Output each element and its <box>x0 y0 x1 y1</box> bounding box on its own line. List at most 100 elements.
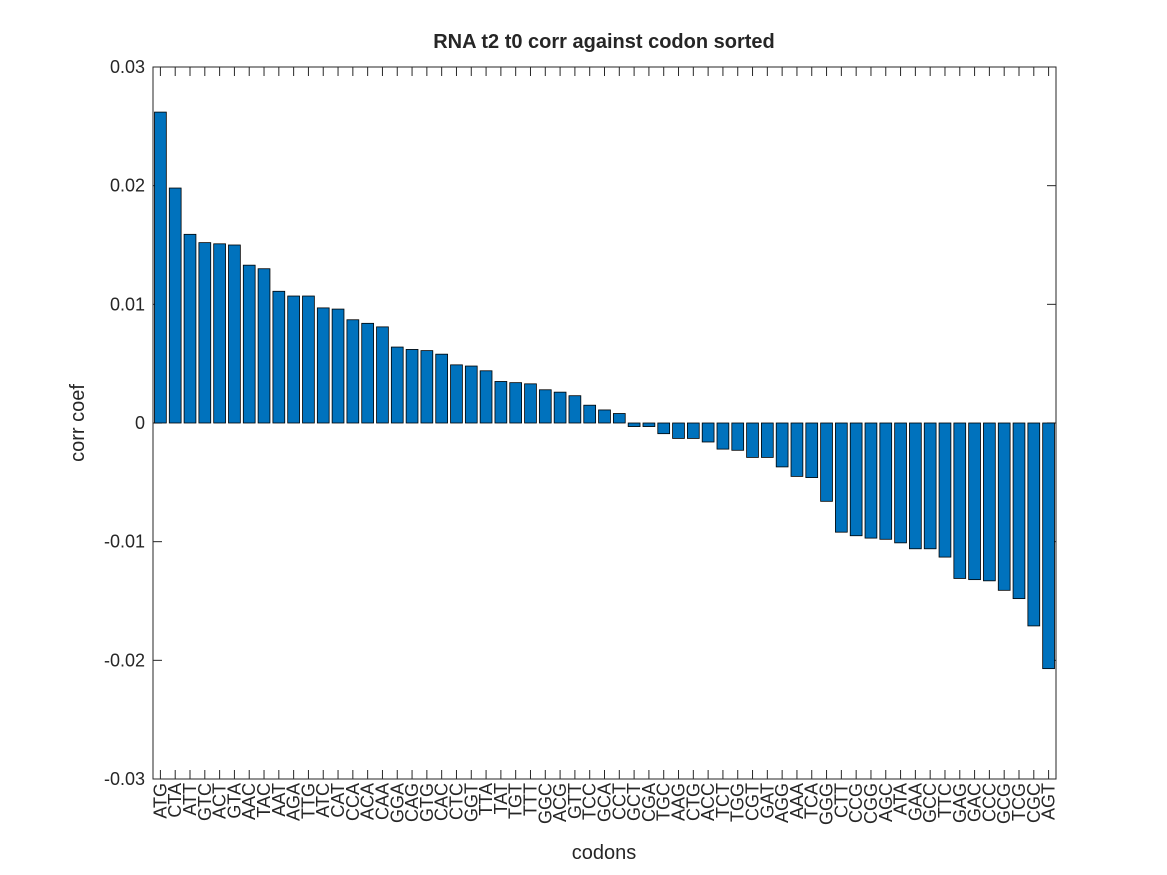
bar <box>198 242 212 424</box>
x-tick-label: GGC <box>535 783 555 824</box>
x-tick-label: CGT <box>743 783 763 821</box>
x-tick-label: TGT <box>506 783 526 819</box>
x-tick-label: GGG <box>817 783 837 825</box>
x-tick-label: TAT <box>491 783 511 814</box>
bar <box>213 243 226 424</box>
bar <box>302 295 315 424</box>
bar <box>701 422 715 443</box>
bar <box>346 319 360 424</box>
bar <box>761 422 774 458</box>
x-tick-label: ACT <box>210 783 230 819</box>
bar <box>923 422 937 550</box>
bar <box>894 422 907 544</box>
x-tick-label: GGA <box>387 783 407 823</box>
bar <box>479 370 493 424</box>
y-tick-label: 0.02 <box>110 176 145 196</box>
x-tick-label: ATA <box>891 783 911 815</box>
bar <box>553 391 567 424</box>
bar <box>405 349 419 424</box>
bar <box>509 382 523 424</box>
bar <box>242 264 256 424</box>
x-tick-label: CGG <box>861 783 881 824</box>
bar <box>805 422 819 478</box>
bar <box>450 364 463 424</box>
x-tick-label: GTA <box>224 783 244 819</box>
y-axis-label: corr coef <box>67 384 89 462</box>
bar <box>790 422 804 477</box>
x-tick-label: CTC <box>446 783 466 820</box>
x-tick-label: GGT <box>461 783 481 822</box>
bar <box>287 295 300 424</box>
bar <box>331 308 345 424</box>
x-tick-label: ACG <box>550 783 570 822</box>
x-tick-label: ATG <box>150 783 170 819</box>
x-tick-label: TCG <box>1009 783 1029 821</box>
bar <box>657 422 671 435</box>
bar <box>627 422 641 427</box>
x-tick-label: AAG <box>669 783 689 821</box>
bar <box>435 353 448 424</box>
x-tick-label: TCA <box>802 783 822 819</box>
y-tick-label: -0.03 <box>104 769 145 789</box>
bar <box>494 381 508 424</box>
x-tick-label: AGG <box>772 783 792 823</box>
x-tick-label: TGC <box>654 783 674 821</box>
x-tick-label: CCC <box>979 783 999 822</box>
bar <box>1012 422 1026 600</box>
bar <box>909 422 922 550</box>
x-tick-label: GCG <box>994 783 1014 824</box>
bar <box>257 268 271 424</box>
x-tick-label: AGC <box>876 783 896 822</box>
x-tick-label: CCT <box>609 783 629 820</box>
bar <box>820 422 833 502</box>
y-tick-label: 0 <box>135 413 145 433</box>
bar <box>1042 422 1055 670</box>
bar <box>272 290 286 424</box>
bar <box>775 422 789 468</box>
bar <box>642 422 656 427</box>
bar <box>672 422 685 439</box>
bar <box>968 422 981 581</box>
x-tick-label: GAA <box>905 783 925 821</box>
x-axis-label: codons <box>572 842 637 864</box>
x-tick-label: CAA <box>372 783 392 820</box>
x-tick-label: TCT <box>713 783 733 818</box>
chart-title: RNA t2 t0 corr against codon sorted <box>433 31 775 53</box>
y-tick-label: 0.01 <box>110 294 145 314</box>
bar <box>997 422 1011 591</box>
y-tick-label: -0.02 <box>104 650 145 670</box>
x-tick-label: GTC <box>195 783 215 821</box>
x-tick-label: AAA <box>787 783 807 819</box>
x-tick-label: GCA <box>595 783 615 822</box>
bar <box>983 422 996 582</box>
bar <box>376 326 389 424</box>
x-tick-label: CGA <box>639 783 659 822</box>
bar <box>731 422 745 451</box>
x-tick-label: TTT <box>520 783 540 816</box>
bar <box>316 307 330 424</box>
bar <box>538 389 552 424</box>
x-tick-label: GCT <box>624 783 644 821</box>
bar <box>1027 422 1041 627</box>
x-tick-label: CGC <box>1024 783 1044 823</box>
x-tick-label: TAC <box>254 783 274 818</box>
bar <box>686 422 700 439</box>
x-tick-label: CAG <box>402 783 422 822</box>
x-tick-label: AAT <box>269 783 289 817</box>
bar <box>849 422 863 537</box>
x-tick-label: CTG <box>683 783 703 821</box>
x-tick-label: ACA <box>358 783 378 820</box>
x-tick-label: GCC <box>920 783 940 823</box>
x-tick-label: GAC <box>965 783 985 822</box>
bar <box>464 365 478 424</box>
y-tick-label: -0.01 <box>104 532 145 552</box>
x-tick-label: AGA <box>284 783 304 821</box>
bar <box>168 187 182 424</box>
x-tick-label: AGT <box>1039 783 1059 820</box>
x-tick-label: AAC <box>239 783 259 820</box>
x-tick-label: CAT <box>328 783 348 818</box>
x-tick-label: TTG <box>298 783 318 819</box>
bar <box>183 233 197 424</box>
x-tick-label: TCC <box>580 783 600 820</box>
